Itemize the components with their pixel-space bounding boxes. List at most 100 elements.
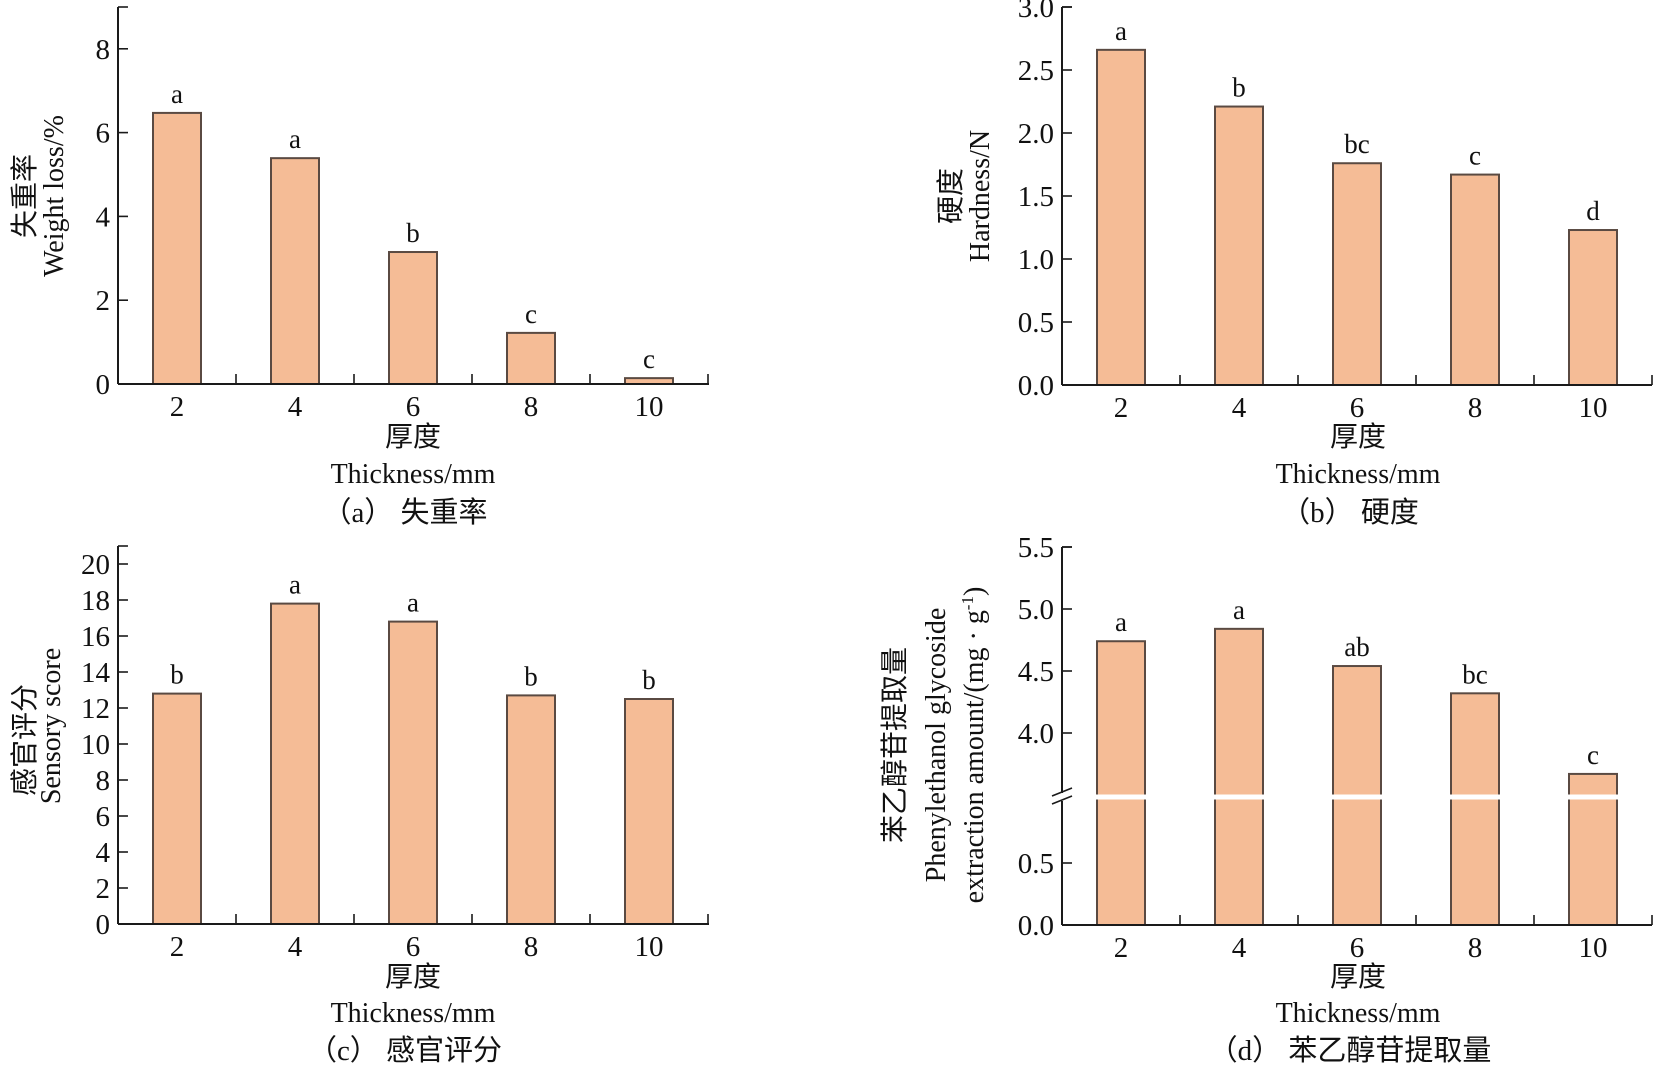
panel-d-xtick-label: 8 <box>1468 932 1483 964</box>
panel-a-ytick-label: 4 <box>96 201 111 233</box>
panel-b-significance-label: b <box>1232 73 1246 103</box>
panel-c-xtick-label: 2 <box>170 931 185 963</box>
panel-c-xtick-label: 8 <box>524 931 539 963</box>
panel-c-ytick-label: 0 <box>96 909 111 941</box>
panel-c-ytick-label: 2 <box>96 873 111 905</box>
panel-b-bar-6 <box>1332 162 1382 386</box>
panel-c-xtick-label: 4 <box>288 931 303 963</box>
panel-c-caption: （c） 感官评分 <box>308 1034 502 1067</box>
panel-b-bars: a b bc c d <box>1096 16 1618 387</box>
panel-a-bar-6 <box>388 251 438 385</box>
panel-c-bar-10 <box>624 698 674 925</box>
panel-d-bars: a a ab bc c <box>1096 595 1618 927</box>
panel-c-ytick-label: 14 <box>81 657 111 689</box>
panel-b-ytick-label: 1.0 <box>1018 244 1054 276</box>
panel-c-xlabel-en: Thickness/mm <box>331 998 496 1029</box>
panel-a-xtick-label: 6 <box>406 391 421 423</box>
panel-b-caption: （b） 硬度 <box>1281 496 1419 529</box>
panel-b-xlabel-cn: 厚度 <box>1330 421 1386 453</box>
panel-c-xlabel-cn: 厚度 <box>385 961 441 993</box>
panel-d-xtick-label: 10 <box>1579 932 1608 964</box>
panel-c-ylabel-en: Sensory score <box>36 648 67 804</box>
panel-b-ylabel-en: Hardness/N <box>965 130 996 262</box>
panel-d-axes: 2 4 6 8 10 0.0 0.5 4.0 4.5 5.0 5.5 <box>1018 532 1653 964</box>
panel-a-axes: 2 4 6 8 10 0 2 4 6 8 <box>96 6 709 423</box>
panel-d-ylabel-en-2-close: ) <box>959 587 990 596</box>
panel-b-significance-label: c <box>1469 141 1481 171</box>
panel-b-bar-4 <box>1214 105 1264 386</box>
panel-b-axes: 2 4 6 8 10 0.0 0.5 1.0 1.5 2.0 2.5 3.0 <box>1018 0 1653 424</box>
panel-b-ytick-label: 0.0 <box>1018 370 1054 402</box>
panel-b-ytick-label: 2.0 <box>1018 118 1054 150</box>
panel-c-ytick-label: 16 <box>81 621 110 653</box>
panel-c-bars: b a a b b <box>152 570 674 926</box>
panel-c-ytick-label: 18 <box>81 585 110 617</box>
panel-d-bar-break-gap <box>1214 794 1264 800</box>
panel-a-significance-label: c <box>525 299 537 329</box>
panel-b-xtick-label: 4 <box>1232 392 1247 424</box>
panel-d-ytick-label: 4.5 <box>1018 656 1054 688</box>
panel-a-xtick-label: 2 <box>170 391 185 423</box>
panel-d-significance-label: ab <box>1344 632 1369 662</box>
panel-a-bars: a a b c c <box>152 79 674 386</box>
panel-d-ytick-label: 0.5 <box>1018 848 1054 880</box>
panel-c-ytick-label: 4 <box>96 837 111 869</box>
panel-d-bar-2 <box>1096 640 1146 926</box>
panel-d-ytick-label: 0.0 <box>1018 910 1054 942</box>
panel-b-ylabel-cn: 硬度 <box>935 168 967 224</box>
panel-a-xlabel-en: Thickness/mm <box>331 459 496 490</box>
panel-b-significance-label: bc <box>1344 129 1370 159</box>
panel-c-xtick-label: 10 <box>635 931 664 963</box>
panel-d-ylabel-en-2: extraction amount/(mg · g-1) <box>958 587 990 904</box>
panel-d-significance-label: bc <box>1462 659 1488 689</box>
panel-d-xtick-label: 4 <box>1232 932 1247 964</box>
panel-c-bar-8 <box>506 694 556 926</box>
panel-a-bar-8 <box>506 331 556 385</box>
panel-a-ytick-label: 8 <box>96 34 111 66</box>
panel-d-ylabel-cn: 苯乙醇苷提取量 <box>879 647 911 843</box>
panel-d-bar-break-gap <box>1450 794 1500 800</box>
panel-d-bar-break-gap <box>1568 794 1618 800</box>
panel-d-xlabel-cn: 厚度 <box>1330 961 1386 993</box>
panel-d-bar-4 <box>1214 627 1264 927</box>
panel-a-bar-4 <box>270 157 320 385</box>
panel-b-xtick-label: 2 <box>1114 392 1129 424</box>
panel-c-axes: 2 4 6 8 10 0 2 4 6 8 10 12 14 16 18 20 <box>81 545 709 963</box>
panel-d-ylabel-en-2-main: extraction amount/(mg · g <box>959 610 990 903</box>
panel-a-ytick-label: 6 <box>96 118 111 150</box>
panel-a-ylabel-cn: 失重率 <box>9 154 41 238</box>
panel-b-bar-10 <box>1568 229 1618 386</box>
panel-d-bar-break-gap <box>1096 794 1146 800</box>
panel-a-xtick-label: 4 <box>288 391 303 423</box>
panel-a-significance-label: a <box>171 79 183 109</box>
panel-a-significance-label: c <box>643 344 655 374</box>
panel-d-significance-label: a <box>1115 607 1127 637</box>
panel-c-ytick-label: 10 <box>81 729 110 761</box>
panel-d-xlabel-en: Thickness/mm <box>1276 998 1441 1029</box>
panel-a-xtick-label: 10 <box>635 391 664 423</box>
panel-d-ytick-label: 5.5 <box>1018 532 1054 564</box>
panel-b-significance-label: d <box>1586 196 1600 226</box>
panel-c-bar-2 <box>152 692 202 925</box>
panel-c-significance-label: b <box>170 660 184 690</box>
panel-a-ytick-label: 0 <box>96 369 111 401</box>
panel-d-extraction-amount: a a ab bc c 2 4 6 8 10 0.0 0.5 4.0 4.5 5.0 5.5 苯乙醇苷提取量… <box>879 532 1653 1067</box>
panel-a-xlabel-cn: 厚度 <box>385 421 441 453</box>
panel-b-xtick-label: 10 <box>1579 392 1608 424</box>
panel-a-weight-loss: a a b c c 2 4 6 8 10 0 2 4 6 8 失重率 Weight loss/% 厚度 T… <box>9 6 709 529</box>
panel-d-caption: （d） 苯乙醇苷提取量 <box>1209 1034 1492 1067</box>
panel-c-significance-label: a <box>407 588 419 618</box>
panel-d-xtick-label: 2 <box>1114 932 1129 964</box>
panel-b-ytick-label: 0.5 <box>1018 307 1054 339</box>
panel-c-significance-label: a <box>289 570 301 600</box>
panel-a-ylabel-en: Weight loss/% <box>39 115 70 277</box>
panel-c-xtick-label: 6 <box>406 931 421 963</box>
panel-a-xtick-label: 8 <box>524 391 539 423</box>
panel-b-xtick-label: 6 <box>1350 392 1365 424</box>
panel-b-ytick-label: 2.5 <box>1018 55 1054 87</box>
panel-a-significance-label: b <box>406 218 420 248</box>
panel-d-xtick-label: 6 <box>1350 932 1365 964</box>
panel-c-significance-label: b <box>524 661 538 691</box>
panel-c-significance-label: b <box>642 665 656 695</box>
